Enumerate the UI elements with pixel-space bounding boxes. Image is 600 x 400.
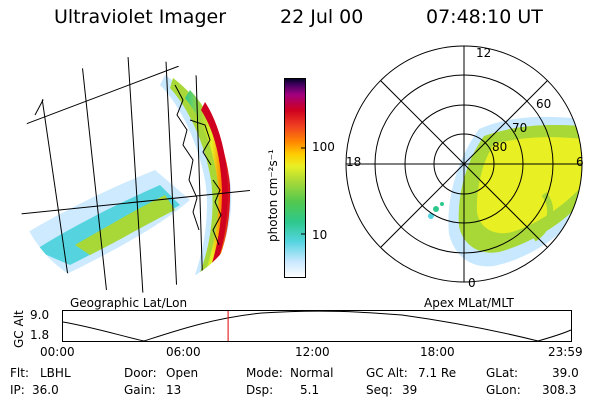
ip-label: IP: (10, 383, 25, 397)
timeline-xtick-0000: 00:00 (40, 345, 75, 359)
colorbar-tick-100: 100 (312, 140, 335, 154)
instrument-title: Ultraviolet Imager (54, 6, 227, 28)
mlat-label-80: 80 (492, 140, 508, 154)
colorbar-unit-label: photon cm⁻²s⁻¹ (266, 149, 280, 242)
right-panel-caption: Apex MLat/MLT (424, 296, 514, 310)
gain-value: 13 (166, 383, 182, 397)
timeline-xtick-2359: 23:59 (548, 345, 583, 359)
timeline-xtick-1200: 12:00 (295, 345, 330, 359)
mlat-label-70: 70 (512, 121, 528, 135)
time-label: 07:48:10 UT (426, 6, 543, 28)
seq-value: 39 (402, 383, 418, 397)
gc-alt-value: 7.1 Re (418, 366, 457, 380)
ip-value: 36.0 (32, 383, 59, 397)
dsp-value: 5.1 (300, 383, 320, 397)
door-label: Door: (124, 366, 157, 380)
left-panel-caption: Geographic Lat/Lon (70, 296, 188, 310)
mode-label: Mode: (246, 366, 283, 380)
glon-value: 308.3 (542, 383, 577, 397)
flt-label: Flt: (10, 366, 29, 380)
timeline-ylabel: GC Alt (12, 310, 26, 348)
mlt-label-6: 6 (576, 155, 584, 169)
date-label: 22 Jul 00 (280, 6, 364, 28)
gain-label: Gain: (124, 383, 156, 397)
glat-value: 39.0 (552, 366, 579, 380)
mode-value: Normal (290, 366, 334, 380)
timeline-ytick-1-8: 1.8 (30, 328, 50, 342)
timeline-ytick-9: 9.0 (30, 308, 50, 322)
gc-alt-label: GC Alt: (366, 366, 408, 380)
door-value: Open (166, 366, 199, 380)
timeline-xtick-0600: 06:00 (166, 345, 201, 359)
geographic-image (15, 57, 251, 293)
seq-label: Seq: (366, 383, 393, 397)
mlat-label-60: 60 (536, 97, 552, 111)
timeline-xtick-1800: 18:00 (420, 345, 455, 359)
mlt-label-12: 12 (476, 46, 492, 60)
glat-label: GLat: (486, 366, 519, 380)
glon-label: GLon: (486, 383, 521, 397)
flt-value: LBHL (40, 366, 71, 380)
colorbar (284, 78, 306, 278)
dsp-label: Dsp: (246, 383, 274, 397)
altitude-timeline (62, 310, 572, 342)
colorbar-tick-10: 10 (312, 228, 328, 242)
mlt-label-0: 0 (468, 276, 476, 290)
mlt-label-18: 18 (346, 155, 362, 169)
polar-plot (345, 45, 583, 283)
